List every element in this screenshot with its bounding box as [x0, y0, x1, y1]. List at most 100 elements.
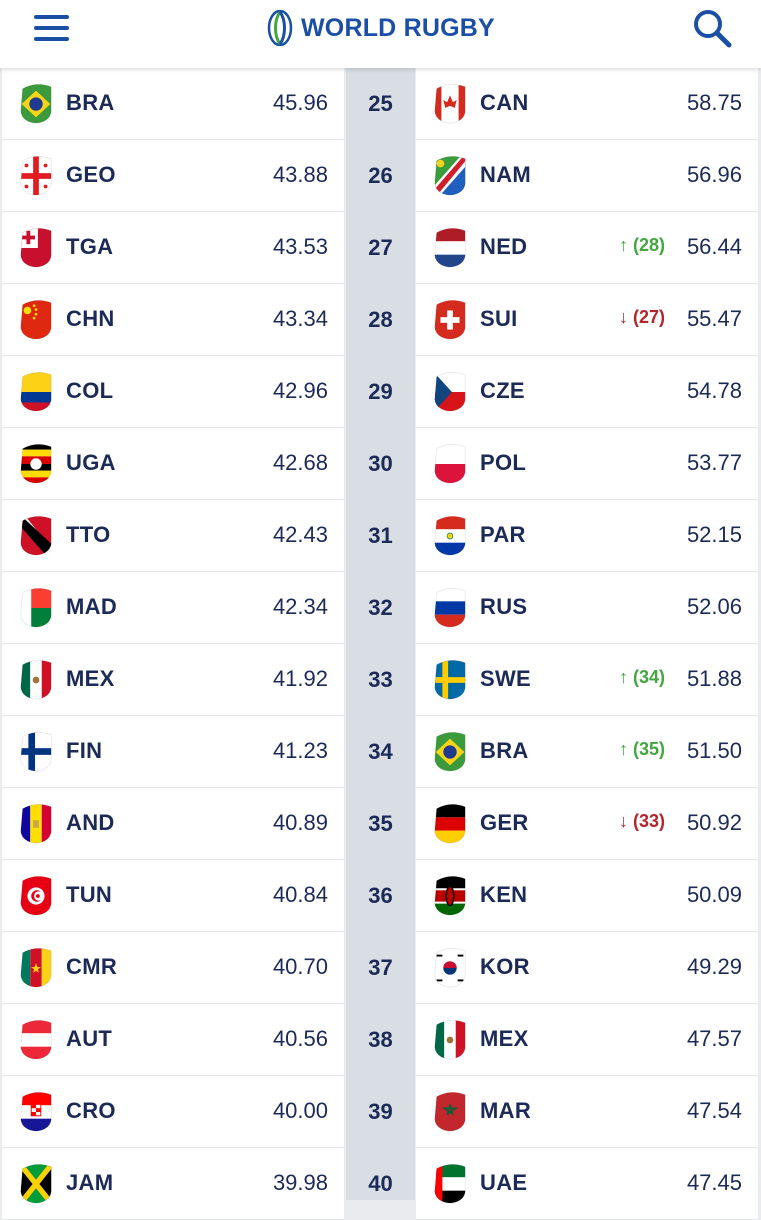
search-icon[interactable]: [690, 6, 734, 50]
team-cell-right[interactable]: GER ↓ (33) 50.92: [416, 788, 758, 860]
team-code: JAM: [66, 1170, 114, 1195]
team-points: 51.88: [686, 666, 742, 691]
rank-number: 35: [368, 811, 393, 836]
team-code: MEX: [66, 666, 115, 691]
rank-number: 33: [368, 667, 393, 692]
team-cell-right[interactable]: MAR 47.54: [416, 1076, 758, 1148]
world-rugby-logo[interactable]: WORLD RUGBY: [265, 10, 495, 46]
jam-flag-icon: [18, 1163, 54, 1205]
team-cell-left[interactable]: AUT 40.56: [2, 1004, 344, 1076]
team-code: MAR: [480, 1098, 532, 1123]
team-points: 47.54: [686, 1098, 742, 1123]
ned-flag-icon: [432, 227, 468, 269]
team-code: MEX: [480, 1026, 529, 1051]
team-cell-right[interactable]: MEX 47.57: [416, 1004, 758, 1076]
rank-number: 31: [368, 523, 393, 548]
team-points: 43.34: [272, 306, 328, 331]
top-bar: WORLD RUGBY: [0, 0, 761, 68]
tto-flag-icon: [18, 515, 54, 557]
team-cell-left[interactable]: MEX 41.92: [2, 644, 344, 716]
nam-flag-icon: [432, 155, 468, 197]
team-cell-left[interactable]: AND 40.89: [2, 788, 344, 860]
team-cell-left[interactable]: CMR 40.70: [2, 932, 344, 1004]
cmr-flag-icon: [18, 947, 54, 989]
team-cell-right[interactable]: CAN 58.75: [416, 68, 758, 140]
rank-up-indicator: ↑ (28): [618, 235, 665, 255]
team-points: 54.78: [686, 378, 742, 403]
team-points: 58.75: [686, 90, 742, 115]
team-points: 42.68: [272, 450, 328, 475]
team-cell-left[interactable]: TTO 42.43: [2, 500, 344, 572]
team-cell-right[interactable]: NED ↑ (28) 56.44: [416, 212, 758, 284]
team-cell-left[interactable]: JAM 39.98: [2, 1148, 344, 1220]
team-cell-right[interactable]: UAE 47.45: [416, 1148, 758, 1220]
team-code: BRA: [480, 738, 529, 763]
team-points: 43.88: [272, 162, 328, 187]
team-cell-left[interactable]: COL 42.96: [2, 356, 344, 428]
bra-flag-icon: [18, 83, 54, 125]
ranking-row: BRA 45.96 CAN 58.75 25: [0, 68, 761, 140]
ranking-row: AND 40.89 GER ↓ (33) 50.92 35: [0, 788, 761, 860]
team-code: GEO: [66, 162, 116, 187]
team-code: AND: [66, 810, 115, 835]
rank-down-indicator: ↓ (27): [618, 307, 665, 327]
hamburger-menu-icon[interactable]: [34, 12, 72, 44]
team-cell-right[interactable]: RUS 52.06: [416, 572, 758, 644]
team-points: 47.57: [686, 1026, 742, 1051]
swe-flag-icon: [432, 659, 468, 701]
team-points: 52.06: [686, 594, 742, 619]
rus-flag-icon: [432, 587, 468, 629]
team-code: KOR: [480, 954, 530, 979]
team-points: 52.15: [686, 522, 742, 547]
rank-number: 39: [368, 1099, 393, 1124]
kor-flag-icon: [432, 947, 468, 989]
team-code: TUN: [66, 882, 113, 907]
team-points: 40.56: [272, 1026, 328, 1051]
uae-flag-icon: [432, 1163, 468, 1205]
team-code: CRO: [66, 1098, 116, 1123]
team-cell-right[interactable]: KOR 49.29: [416, 932, 758, 1004]
team-points: 50.92: [686, 810, 742, 835]
team-cell-left[interactable]: MAD 42.34: [2, 572, 344, 644]
team-code: TGA: [66, 234, 114, 259]
team-points: 42.34: [272, 594, 328, 619]
team-code: CMR: [66, 954, 118, 979]
team-cell-left[interactable]: CRO 40.00: [2, 1076, 344, 1148]
ranking-row: UGA 42.68 POL 53.77 30: [0, 428, 761, 500]
ranking-row: CHN 43.34 SUI ↓ (27) 55.47 28: [0, 284, 761, 356]
team-cell-left[interactable]: FIN 41.23: [2, 716, 344, 788]
tun-flag-icon: [18, 875, 54, 917]
team-cell-right[interactable]: SWE ↑ (34) 51.88: [416, 644, 758, 716]
team-cell-left[interactable]: UGA 42.68: [2, 428, 344, 500]
team-cell-left[interactable]: CHN 43.34: [2, 284, 344, 356]
team-cell-right[interactable]: POL 53.77: [416, 428, 758, 500]
rank-number: 36: [368, 883, 393, 908]
team-cell-left[interactable]: BRA 45.96: [2, 68, 344, 140]
team-cell-right[interactable]: NAM 56.96: [416, 140, 758, 212]
team-cell-left[interactable]: TUN 40.84: [2, 860, 344, 932]
ken-flag-icon: [432, 875, 468, 917]
team-points: 55.47: [686, 306, 742, 331]
team-cell-left[interactable]: GEO 43.88: [2, 140, 344, 212]
rugby-ball-logo-icon: [267, 10, 293, 46]
team-cell-right[interactable]: PAR 52.15: [416, 500, 758, 572]
team-code: RUS: [480, 594, 528, 619]
rank-up-indicator: ↑ (35): [618, 739, 665, 759]
ranking-row: JAM 39.98 UAE 47.45 40: [0, 1148, 761, 1220]
team-code: CZE: [480, 378, 525, 403]
rankings-table: BRA 45.96 CAN 58.75 25 GEO 43.88 NAM 56.96 26 TGA 4…: [0, 68, 761, 1220]
team-points: 43.53: [272, 234, 328, 259]
team-code: SWE: [480, 666, 532, 691]
team-cell-right[interactable]: SUI ↓ (27) 55.47: [416, 284, 758, 356]
rank-number: 25: [368, 91, 393, 116]
tga-flag-icon: [18, 227, 54, 269]
can-flag-icon: [432, 83, 468, 125]
team-code: UGA: [66, 450, 116, 475]
team-cell-right[interactable]: BRA ↑ (35) 51.50: [416, 716, 758, 788]
team-cell-right[interactable]: KEN 50.09: [416, 860, 758, 932]
ranking-row: MAD 42.34 RUS 52.06 32: [0, 572, 761, 644]
team-cell-left[interactable]: TGA 43.53: [2, 212, 344, 284]
team-points: 45.96: [272, 90, 328, 115]
rank-number: 29: [368, 379, 393, 404]
team-cell-right[interactable]: CZE 54.78: [416, 356, 758, 428]
